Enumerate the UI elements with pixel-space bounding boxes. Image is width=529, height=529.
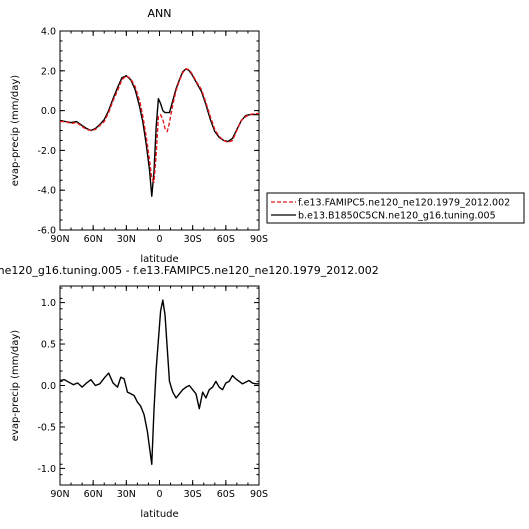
top-x-tick-label: 90S [250,234,268,245]
bottom-y-tick-label: -0.5 [37,422,56,433]
bottom-y-tick-label: 1.0 [41,298,56,309]
legend-label-series-2: b.e13.B1850C5CN.ne120_g16.tuning.005 [298,211,496,222]
bottom-series-line-1 [59,299,259,465]
top-x-tick-label: 60N [84,234,103,245]
top-y-ticks: 4.0 2.0 0.0 -2.0 -4.0 -6.0 [37,27,259,237]
top-y-axis-label: evap-precip (mm/day) [10,75,21,186]
top-x-tick-label: 90N [50,234,69,245]
top-chart-title: ANN [148,7,172,20]
top-series-group [59,68,259,197]
top-x-tick-label: 30S [184,234,202,245]
bottom-panel: b.e13.B1850C5CN.ne120_g16.tuning.005 - f… [0,264,379,520]
bottom-x-tick-label: 30N [117,489,136,500]
bottom-x-axis-label: latitude [140,509,178,520]
bottom-chart-title: b.e13.B1850C5CN.ne120_g16.tuning.005 - f… [0,264,379,277]
top-series-line-2 [59,68,259,197]
bottom-y-ticks: 1.0 0.5 0.0 -0.5 -1.0 [37,287,259,486]
bottom-x-ticks: 90N 60N 30N 0 30S 60S 90S [50,286,268,500]
top-y-tick-label: -2.0 [37,146,56,157]
bottom-plot-frame [59,285,260,486]
bottom-x-tick-label: 90S [250,489,268,500]
bottom-y-tick-label: -1.0 [37,464,56,475]
top-y-tick-label: -6.0 [37,226,56,237]
legend: f.e13.FAMIPC5.ne120_ne120.1979_2012.002 … [266,192,525,224]
top-y-tick-label: -4.0 [37,186,56,197]
bottom-y-axis-label: evap-precip (mm/day) [10,330,21,441]
bottom-x-tick-label: 60N [84,489,103,500]
top-x-tick-label: 30N [117,234,136,245]
top-x-ticks: 90N 60N 30N 0 30S 60S 90S [50,31,268,245]
bottom-x-tick-label: 30S [184,489,202,500]
top-y-tick-label: 0.0 [41,106,56,117]
bottom-x-tick-label: 90N [50,489,69,500]
legend-label-series-1: f.e13.FAMIPC5.ne120_ne120.1979_2012.002 [298,198,510,209]
bottom-series-group [59,299,259,465]
top-y-tick-label: 2.0 [41,66,56,77]
legend-box [266,192,525,224]
top-x-axis-label: latitude [140,254,178,265]
top-y-tick-label: 4.0 [41,27,56,38]
bottom-y-tick-label: 0.0 [41,381,56,392]
top-x-tick-label: 0 [156,234,162,245]
top-series-line-1 [60,68,259,183]
bottom-x-tick-label: 0 [156,489,162,500]
top-panel: ANN 4.0 2.0 0.0 -2.0 -4.0 -6.0 90N 60N 30N 0 30S 6… [10,7,525,265]
top-x-tick-label: 60S [217,234,235,245]
bottom-x-tick-label: 60S [217,489,235,500]
bottom-y-tick-label: 0.5 [41,340,56,351]
